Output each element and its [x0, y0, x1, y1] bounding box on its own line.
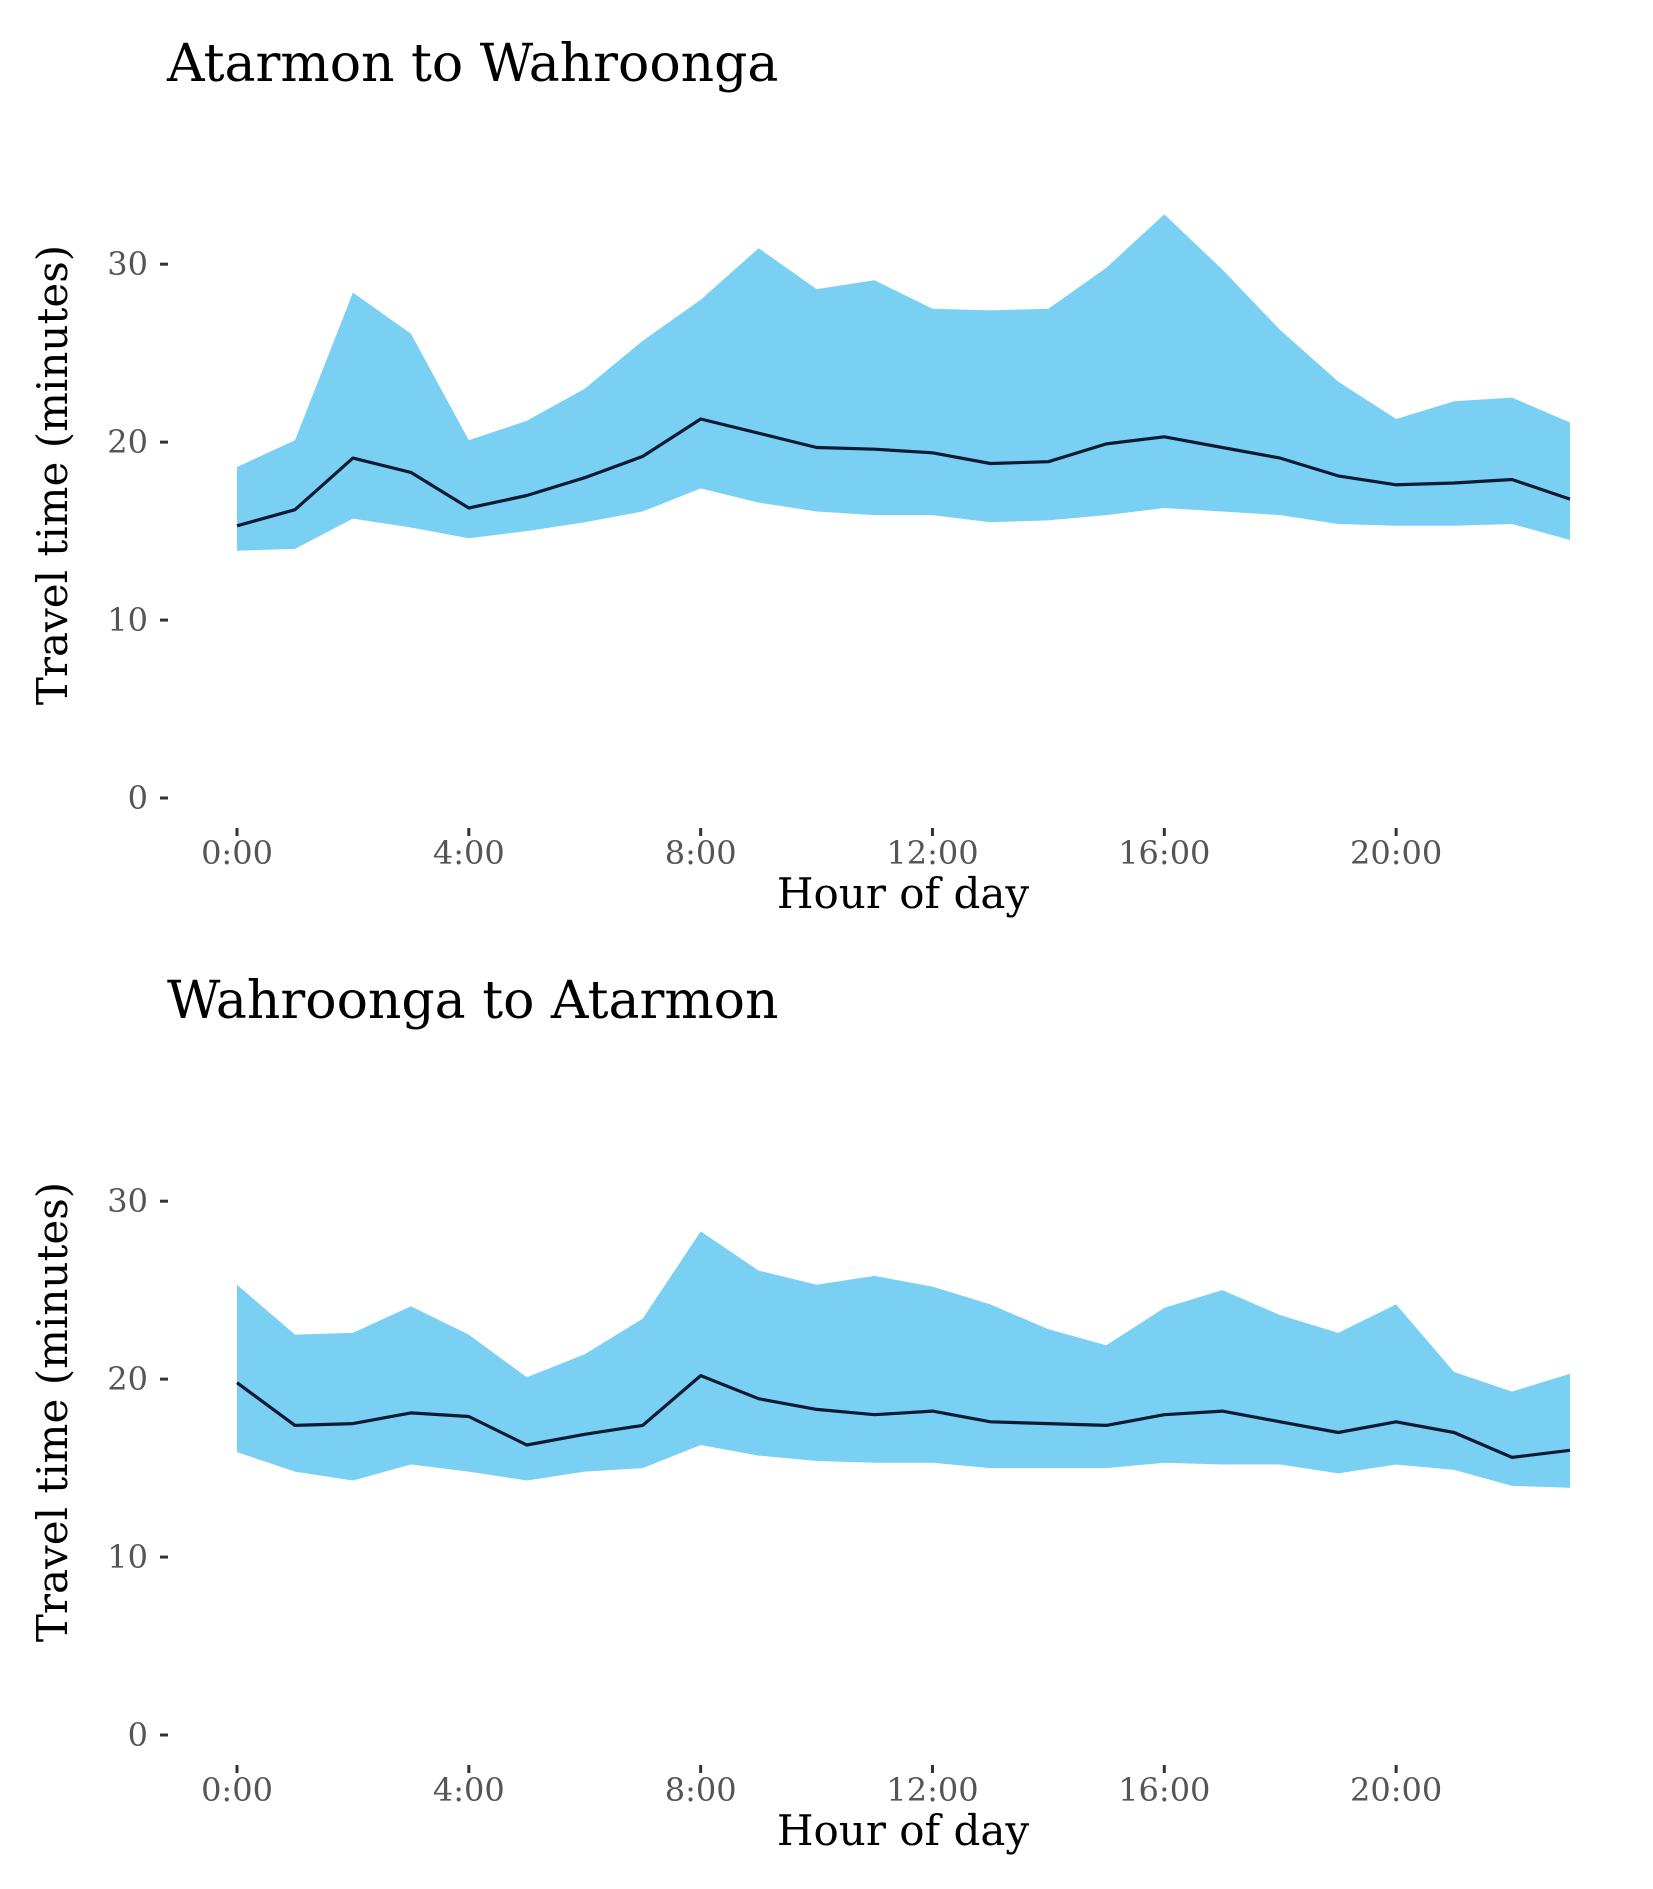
x-tick-label: 16:00	[1118, 1771, 1210, 1809]
x-tick-label: 0:00	[201, 834, 273, 872]
x-axis-label: Hour of day	[777, 869, 1029, 918]
chart-plot: 0 10 20 30 0:00 4:00 8:00 12:00 16:00 20:00 Hour o…	[28, 1182, 1571, 1855]
x-tick-label: 4:00	[433, 834, 505, 872]
y-tick-label: 20	[107, 423, 148, 461]
range-band	[237, 214, 1570, 551]
chart-panel-top: Atarmon to Wahroonga 0 10 20 30 0:00 4:00 8:00…	[0, 0, 1653, 944]
x-tick-label: 8:00	[665, 834, 737, 872]
x-tick-label: 8:00	[665, 1771, 737, 1809]
y-tick-label: 0	[128, 1716, 148, 1754]
x-tick-label: 0:00	[201, 1771, 273, 1809]
median-line	[236, 417, 1571, 528]
chart-title: Wahroonga to Atarmon	[167, 971, 779, 1031]
chart-panel-bottom: Wahroonga to Atarmon 0 10 20 30 0:00 4:00 8:00…	[0, 937, 1653, 1881]
median-line	[236, 1374, 1571, 1460]
y-axis-label: Travel time (minutes)	[28, 1182, 77, 1642]
y-tick-label: 10	[107, 601, 148, 639]
y-tick-label: 0	[128, 779, 148, 817]
y-tick-label: 10	[107, 1538, 148, 1576]
x-tick-label: 20:00	[1350, 1771, 1442, 1809]
x-tick-label: 16:00	[1118, 834, 1210, 872]
y-tick-label: 20	[107, 1360, 148, 1398]
x-tick-label: 12:00	[886, 834, 978, 872]
y-axis-label: Travel time (minutes)	[28, 245, 77, 705]
y-tick-label: 30	[107, 245, 148, 283]
x-tick-label: 12:00	[886, 1771, 978, 1809]
range-band	[237, 1231, 1570, 1488]
x-tick-label: 20:00	[1350, 834, 1442, 872]
chart-plot: 0 10 20 30 0:00 4:00 8:00 12:00 16:00 20:00 Hour o…	[28, 214, 1571, 918]
chart-title: Atarmon to Wahroonga	[167, 34, 779, 94]
x-axis-label: Hour of day	[777, 1806, 1029, 1855]
x-tick-label: 4:00	[433, 1771, 505, 1809]
y-tick-label: 30	[107, 1182, 148, 1220]
